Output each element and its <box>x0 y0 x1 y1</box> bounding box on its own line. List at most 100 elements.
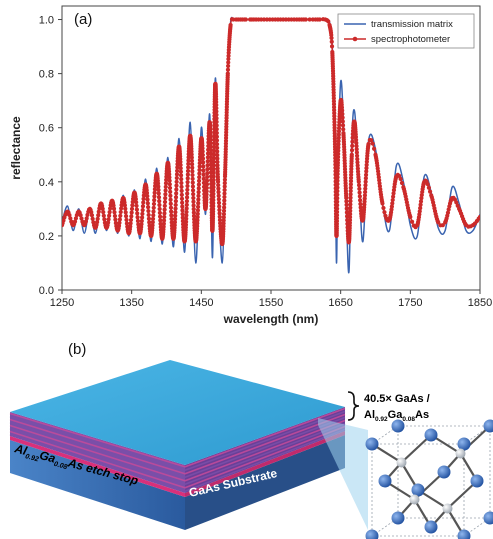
data-point <box>205 174 210 180</box>
data-point <box>344 202 349 208</box>
data-point <box>335 196 340 201</box>
gallium-atom <box>457 437 471 451</box>
data-point <box>358 198 363 203</box>
data-point <box>348 199 353 204</box>
data-point <box>190 188 196 193</box>
mirror-layer-line <box>9 425 346 489</box>
data-point <box>100 206 105 211</box>
arsenic-atom <box>409 494 420 505</box>
data-point <box>391 187 397 193</box>
data-point <box>336 126 342 131</box>
data-point <box>172 220 177 225</box>
data-point <box>226 63 231 69</box>
data-point <box>417 212 422 217</box>
data-point <box>348 175 354 181</box>
gallium-atom <box>424 428 438 442</box>
data-point <box>408 214 413 220</box>
data-point <box>146 212 151 218</box>
data-point <box>217 207 222 213</box>
data-point <box>214 138 220 143</box>
data-point <box>106 217 111 222</box>
data-point <box>341 127 346 132</box>
data-point <box>348 202 353 207</box>
data-point <box>335 185 340 190</box>
data-point <box>363 176 368 181</box>
data-point <box>186 155 191 160</box>
data-point <box>336 151 341 157</box>
data-point <box>102 217 107 222</box>
data-point <box>130 203 135 208</box>
data-point <box>117 220 122 225</box>
substrate-side-face <box>185 435 345 530</box>
data-point <box>211 167 216 172</box>
data-point <box>214 106 219 111</box>
mirror-layer-line <box>9 419 346 482</box>
gallium-atom <box>391 419 405 433</box>
data-point <box>211 181 216 186</box>
data-point <box>355 166 360 171</box>
data-point <box>189 152 194 157</box>
data-point <box>335 182 340 187</box>
data-point <box>197 164 202 169</box>
data-point <box>419 196 424 201</box>
data-point <box>162 214 167 220</box>
bond <box>400 434 432 464</box>
data-point <box>197 161 202 166</box>
data-point <box>307 17 312 22</box>
data-point <box>208 147 213 152</box>
data-point <box>418 199 424 204</box>
data-point <box>89 213 95 218</box>
data-point <box>197 171 202 176</box>
data-point <box>409 219 415 224</box>
data-point <box>191 210 196 215</box>
etch-stop-front <box>10 436 185 497</box>
data-point <box>191 195 196 201</box>
data-point <box>208 151 213 156</box>
data-point <box>354 143 359 149</box>
data-point <box>169 213 174 218</box>
data-point <box>332 119 337 125</box>
mirror-layer-line <box>9 407 346 468</box>
data-point <box>144 190 150 196</box>
data-point <box>356 179 361 184</box>
data-point <box>214 123 219 128</box>
data-point <box>175 162 180 167</box>
data-point <box>215 156 220 161</box>
data-point <box>174 187 179 192</box>
data-point <box>336 132 341 137</box>
data-point <box>205 170 210 176</box>
data-point <box>95 220 100 225</box>
data-point <box>205 167 210 172</box>
data-point <box>191 192 196 197</box>
etch-stop-side <box>185 431 345 497</box>
data-point <box>195 211 200 216</box>
data-point <box>217 214 222 219</box>
data-point <box>163 192 168 197</box>
data-point <box>363 189 368 195</box>
data-point <box>156 195 162 200</box>
data-point <box>364 169 369 174</box>
data-point <box>228 22 233 28</box>
data-point <box>363 179 368 184</box>
data-point <box>358 201 363 207</box>
data-point <box>162 211 167 216</box>
data-point <box>391 191 396 196</box>
data-point <box>211 148 217 153</box>
data-point <box>335 199 340 204</box>
data-point <box>174 172 180 177</box>
data-point <box>118 213 123 218</box>
data-point <box>96 209 101 214</box>
data-point <box>339 105 345 110</box>
data-point <box>147 223 152 228</box>
data-point <box>363 186 368 191</box>
data-point <box>190 176 195 181</box>
data-point <box>156 191 161 196</box>
data-point <box>163 188 168 193</box>
data-point <box>180 200 185 205</box>
data-point <box>363 172 369 177</box>
data-point <box>167 182 172 187</box>
data-point <box>173 202 178 208</box>
data-point <box>200 152 205 158</box>
data-point <box>186 165 191 170</box>
data-point <box>334 209 340 215</box>
